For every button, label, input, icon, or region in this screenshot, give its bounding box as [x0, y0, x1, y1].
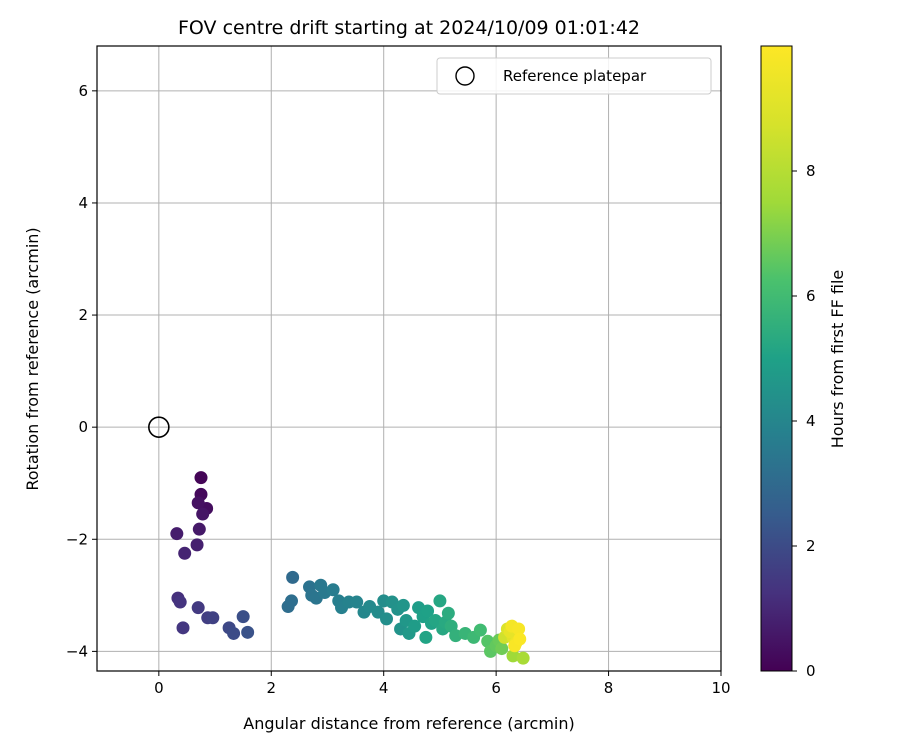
legend-box [436, 57, 712, 95]
data-point [286, 570, 300, 584]
x-tick-label: 2 [266, 679, 276, 697]
data-points [170, 471, 530, 665]
legend-marker-icon [455, 66, 475, 86]
data-point [396, 598, 410, 612]
data-point [506, 649, 520, 663]
data-point [513, 632, 527, 646]
data-point [428, 614, 442, 628]
data-point [191, 601, 205, 615]
y-tick-label: 0 [78, 418, 88, 436]
y-tick-label: 2 [78, 306, 88, 324]
colorbar-tick-label: 0 [806, 662, 816, 680]
data-point [170, 527, 184, 541]
data-point [408, 619, 422, 633]
data-point [441, 606, 455, 620]
data-point [473, 623, 487, 637]
data-point [178, 546, 192, 560]
x-tick-label: 10 [711, 679, 730, 697]
y-axis-label: Rotation from reference (arcmin) [23, 227, 42, 490]
colorbar-tick-label: 8 [806, 162, 816, 180]
legend: Reference platepar [436, 57, 712, 95]
data-point [380, 612, 394, 626]
data-point [516, 651, 530, 665]
plot-frame [96, 45, 722, 672]
data-point [326, 583, 340, 597]
x-tick-label: 4 [379, 679, 389, 697]
colorbar-gradient [760, 45, 793, 672]
data-point [236, 610, 250, 624]
data-point [196, 507, 210, 521]
y-tick-label: −4 [66, 642, 88, 660]
colorbar-label: Hours from first FF file [828, 270, 847, 449]
legend-label: Reference platepar [503, 67, 647, 85]
x-axis-label: Angular distance from reference (arcmin) [243, 714, 574, 733]
y-tick-label: 4 [78, 194, 88, 212]
x-tick-label: 8 [604, 679, 614, 697]
colorbar-ticks: 0 2 4 6 8 [792, 162, 816, 680]
x-axis-ticks: 0 2 4 6 8 10 [154, 671, 731, 697]
data-point [433, 594, 447, 608]
data-point [206, 611, 220, 625]
data-point [241, 625, 255, 639]
data-point [350, 595, 364, 609]
colorbar-tick-label: 6 [806, 287, 816, 305]
y-tick-label: −2 [66, 530, 88, 548]
data-point [512, 622, 526, 636]
colorbar-tick-label: 4 [806, 412, 816, 430]
data-point [285, 594, 299, 608]
chart-title: FOV centre drift starting at 2024/10/09 … [178, 17, 640, 39]
y-tick-label: 6 [78, 82, 88, 100]
x-tick-label: 6 [491, 679, 501, 697]
reference-point-marker [148, 416, 170, 438]
data-point [495, 642, 509, 656]
colorbar-tick-label: 2 [806, 537, 816, 555]
data-point [194, 471, 208, 485]
x-tick-label: 0 [154, 679, 164, 697]
data-point [192, 522, 206, 536]
colorbar: 0 2 4 6 8 Hours from first FF file [760, 45, 847, 680]
y-axis-ticks: −4 −2 0 2 4 6 [66, 82, 97, 660]
data-point [421, 604, 435, 618]
data-point [176, 621, 190, 635]
data-point [419, 630, 433, 644]
data-point [190, 538, 204, 552]
data-point [227, 626, 241, 640]
grid [97, 46, 722, 671]
data-point [173, 595, 187, 609]
data-point [191, 496, 205, 510]
